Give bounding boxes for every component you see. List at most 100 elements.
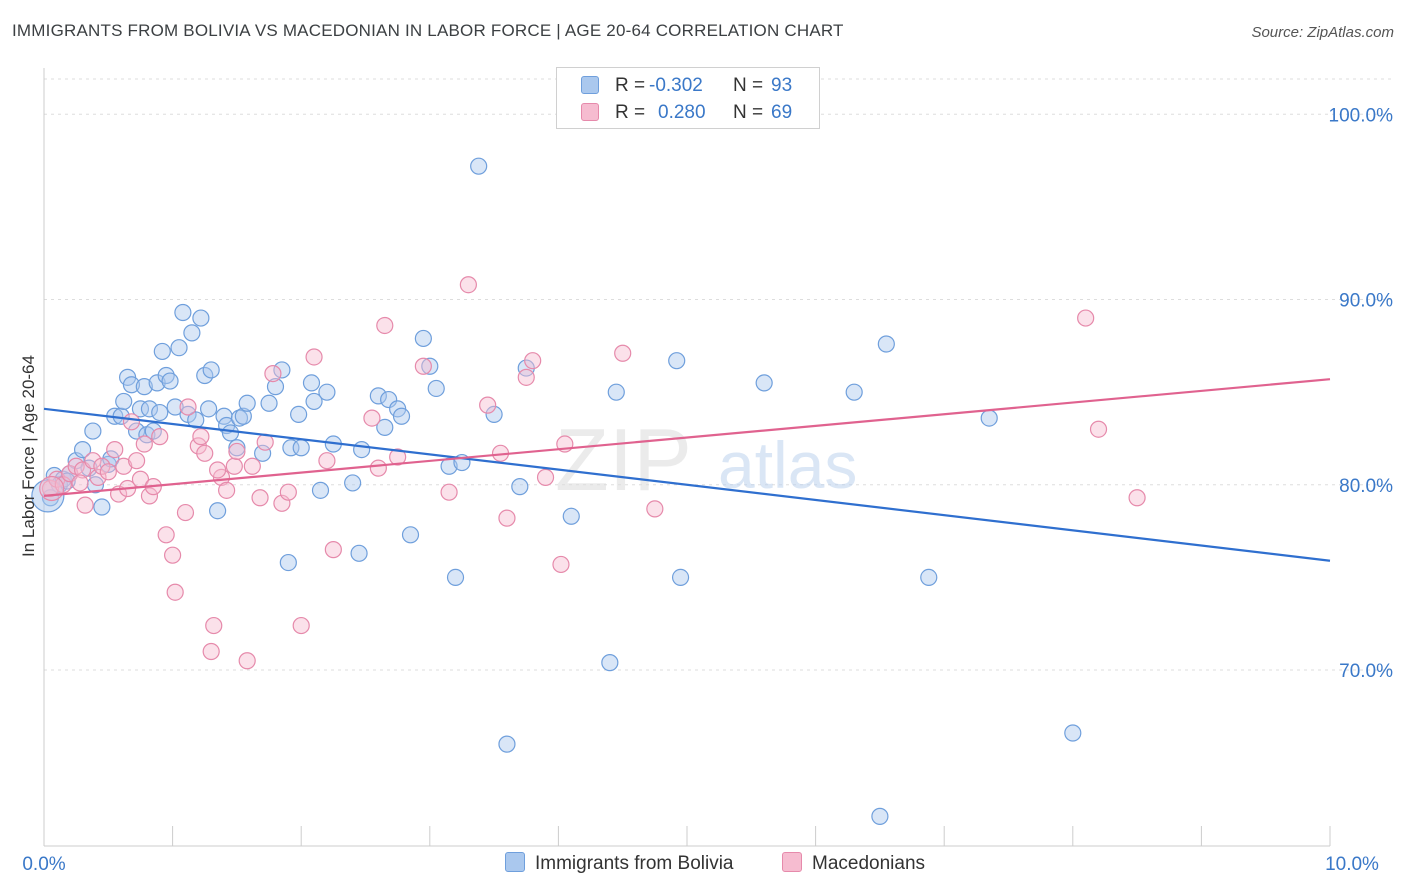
macedonians-point	[122, 413, 141, 431]
macedonians-point	[498, 509, 516, 527]
bolivia-point	[1064, 724, 1082, 742]
bolivia-point	[877, 335, 895, 353]
bolivia-point	[187, 411, 205, 429]
macedonians-point	[363, 409, 381, 427]
legend-label-bolivia: Immigrants from Bolivia	[535, 853, 734, 874]
macedonians-point	[318, 452, 336, 470]
gridlines	[44, 78, 1392, 671]
watermark: ZIP atlas	[555, 410, 857, 509]
y-axis-label: In Labor Force | Age 20-64	[19, 355, 38, 557]
legend-label-macedonians: Macedonians	[812, 853, 926, 874]
bolivia-point	[920, 568, 938, 587]
macedonians-swatch	[581, 103, 599, 121]
macedonians-point	[127, 452, 146, 470]
bolivia-point	[279, 553, 297, 572]
macedonians-point	[176, 503, 195, 522]
macedonians-point	[205, 616, 223, 635]
bolivia-point	[234, 407, 252, 425]
bolivia-point	[671, 568, 690, 587]
bolivia-point	[254, 444, 272, 462]
n-label: N =	[733, 102, 764, 123]
macedonians-point	[84, 452, 102, 470]
legend-item-macedonians[interactable]: Macedonians	[782, 852, 925, 876]
bolivia-point	[871, 807, 889, 825]
bolivia-point	[151, 403, 169, 422]
bolivia-point	[170, 339, 188, 357]
macedonians-point	[459, 276, 477, 294]
macedonians-point	[39, 475, 65, 502]
bolivia-point	[228, 439, 246, 457]
macedonians-point	[279, 483, 297, 501]
n-value: 69	[771, 102, 793, 123]
watermark-zip: ZIP	[555, 410, 692, 509]
macedonians-point	[414, 357, 432, 375]
bolivia-point	[202, 361, 220, 379]
bolivia-point	[273, 361, 291, 379]
bolivia-point	[305, 392, 323, 411]
macedonians-point	[89, 468, 107, 486]
bolivia-point	[414, 329, 432, 348]
macedonians-point	[157, 526, 175, 544]
macedonians-point	[536, 468, 555, 486]
bolivia-point	[115, 392, 133, 411]
macedonians-point	[305, 348, 323, 366]
bolivia-point	[93, 498, 111, 516]
macedonians-point	[1089, 420, 1108, 438]
macedonians-point	[1077, 309, 1095, 327]
bolivia-swatch	[581, 76, 599, 94]
bolivia-point	[350, 544, 368, 562]
bolivia-point	[200, 400, 218, 418]
macedonians-point	[164, 546, 182, 564]
macedonians-point	[71, 474, 89, 492]
bolivia-point	[311, 481, 330, 499]
macedonians-trend-line	[43, 378, 1331, 497]
macedonians-point	[151, 428, 169, 446]
bolivia-point	[401, 526, 420, 544]
bolivia-point	[290, 405, 308, 423]
bolivia-point	[376, 418, 394, 436]
macedonians-point	[228, 442, 246, 461]
legend-item-bolivia[interactable]: Immigrants from Bolivia	[505, 852, 734, 876]
chart-title: IMMIGRANTS FROM BOLIVIA VS MACEDONIAN IN…	[12, 21, 844, 40]
macedonians-point	[218, 481, 236, 499]
series-macedonians-points	[39, 276, 1146, 670]
macedonians-point	[238, 652, 256, 670]
macedonians-point	[196, 444, 214, 462]
macedonians-point	[1128, 489, 1146, 507]
bolivia-point	[84, 422, 102, 440]
macedonians-point	[179, 398, 197, 416]
y-tick-labels: 70.0% 80.0% 90.0% 100.0%	[1329, 105, 1394, 682]
macedonians-point	[99, 463, 117, 481]
x-tick-label-max: 10.0%	[1325, 854, 1379, 875]
watermark-atlas: atlas	[718, 428, 857, 502]
macedonians-point	[614, 344, 632, 362]
bolivia-point	[601, 654, 619, 672]
bolivia-point	[221, 424, 240, 442]
bolivia-point	[607, 383, 625, 401]
macedonians-point	[166, 583, 184, 601]
macedonians-point	[202, 642, 220, 661]
macedonians-point	[251, 489, 269, 507]
bolivia-point	[266, 378, 285, 396]
bolivia-point	[511, 478, 529, 496]
n-value: 93	[771, 75, 793, 96]
macedonians-point	[517, 368, 535, 386]
stats-legend: R = -0.302 N = 93 R = 0.280 N = 69	[556, 67, 820, 129]
x-tick-label-min: 0.0%	[22, 854, 65, 875]
bolivia-point	[380, 390, 398, 409]
macedonians-point	[369, 459, 387, 477]
bolivia-point	[318, 383, 336, 401]
y-tick-label: 100.0%	[1329, 105, 1394, 126]
bolivia-point	[668, 352, 686, 370]
macedonians-point	[209, 461, 227, 479]
macedonians-point	[440, 483, 458, 501]
trend-lines	[43, 378, 1331, 562]
bolivia-point	[174, 303, 192, 322]
macedonians-point	[376, 316, 394, 335]
y-tick-label: 90.0%	[1339, 291, 1393, 312]
bolivia-legend-swatch	[505, 852, 525, 872]
y-tick-label: 80.0%	[1339, 476, 1393, 497]
macedonians-point	[552, 555, 570, 574]
macedonians-point	[106, 440, 124, 459]
bolivia-point	[353, 440, 371, 459]
